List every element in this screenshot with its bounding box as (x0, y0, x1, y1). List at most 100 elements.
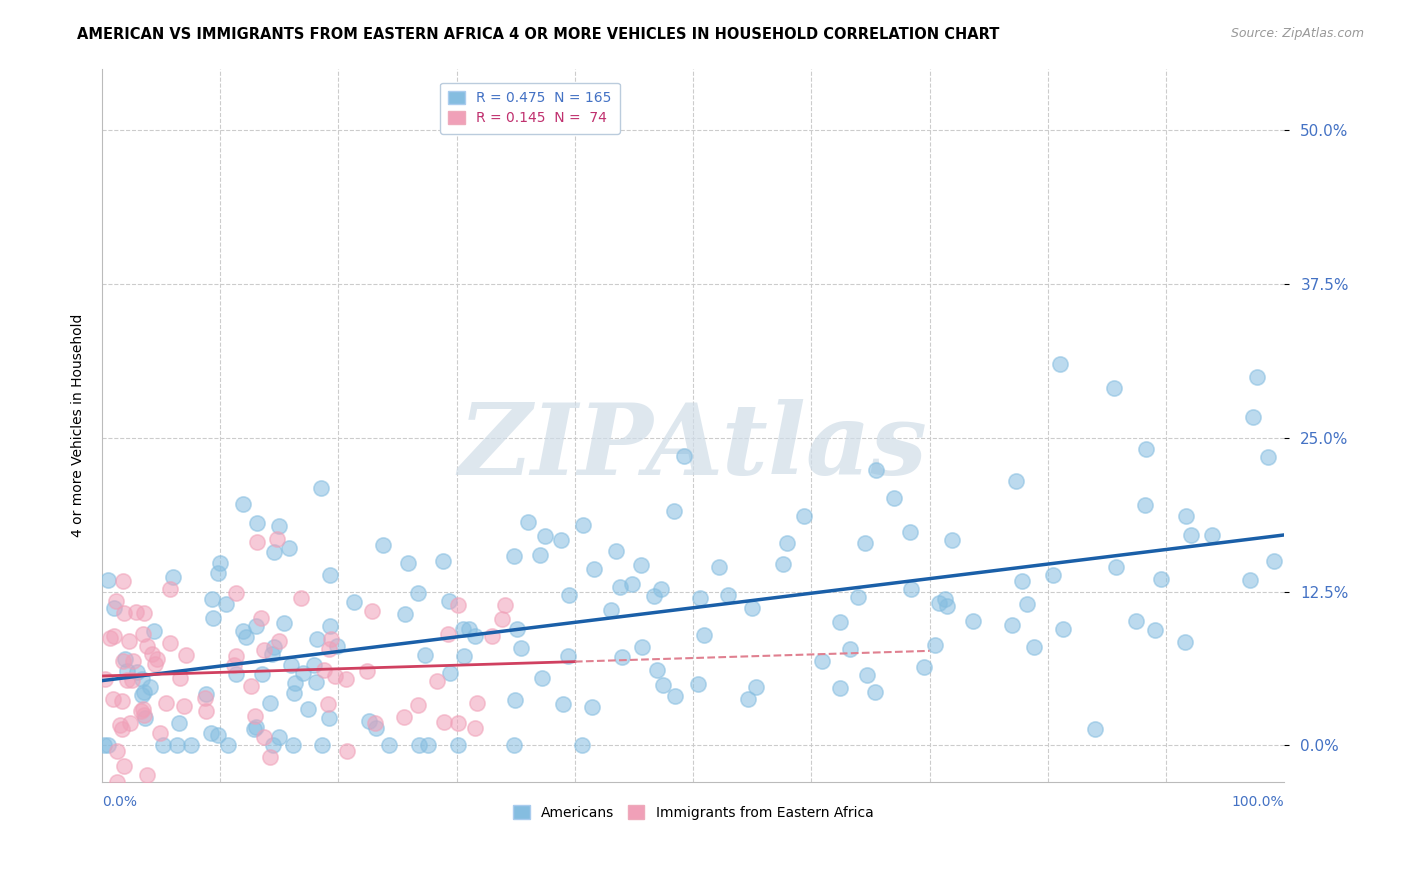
Point (371, 538, 394, 552)
Point (506, 622, 529, 636)
Point (174, 648, 197, 663)
Point (180, 739, 202, 753)
Point (122, 654, 145, 668)
Point (245, 619, 267, 633)
Point (737, 691, 759, 706)
Point (439, 666, 461, 681)
Point (1144, 623, 1167, 637)
Point (167, 716, 190, 731)
Point (572, 518, 595, 533)
Point (465, 696, 488, 710)
Point (464, 721, 486, 735)
Point (284, 675, 307, 690)
Point (392, 710, 415, 724)
Point (246, 516, 269, 530)
Point (631, 640, 654, 654)
Point (155, 696, 177, 710)
Point (776, 535, 799, 549)
Point (446, 598, 468, 612)
Point (115, 665, 138, 679)
Point (1049, 357, 1071, 371)
Point (290, 591, 312, 606)
Point (111, 693, 134, 707)
Point (307, 632, 329, 646)
Point (1042, 567, 1064, 582)
Point (408, 586, 430, 600)
Point (97, 574, 120, 588)
Point (692, 628, 714, 642)
Point (664, 689, 686, 703)
Point (207, 566, 229, 580)
Point (112, 758, 135, 772)
Point (259, 750, 281, 764)
Point (650, 582, 672, 597)
Point (583, 562, 606, 576)
Point (260, 647, 283, 661)
Point (111, 654, 134, 668)
Point (215, 597, 238, 611)
Point (934, 591, 956, 606)
Point (516, 515, 538, 529)
Point (118, 633, 141, 648)
Point (131, 688, 153, 702)
Point (222, 658, 245, 673)
Point (1201, 528, 1223, 542)
Legend: Americans, Immigrants from Eastern Africa: Americans, Immigrants from Eastern Afric… (508, 800, 879, 825)
Point (652, 678, 675, 692)
Point (1133, 498, 1156, 512)
Point (1135, 442, 1157, 457)
Point (326, 640, 349, 654)
Point (533, 529, 555, 543)
Point (1004, 474, 1026, 488)
Point (277, 541, 299, 555)
Point (1246, 369, 1268, 384)
Point (865, 463, 887, 477)
Point (1011, 574, 1033, 589)
Point (830, 615, 852, 629)
Point (432, 553, 454, 567)
Point (302, 658, 325, 673)
Point (141, 648, 163, 662)
Point (503, 692, 526, 706)
Point (1105, 560, 1128, 574)
Point (217, 739, 239, 753)
Point (529, 548, 551, 562)
Point (194, 690, 217, 705)
Point (672, 449, 695, 463)
Point (105, 594, 128, 608)
Point (246, 535, 269, 549)
Point (688, 677, 710, 691)
Point (364, 716, 387, 731)
Point (134, 711, 156, 725)
Point (855, 535, 877, 549)
Point (645, 664, 668, 678)
Point (259, 697, 281, 711)
Point (335, 673, 357, 687)
Point (250, 611, 273, 625)
Point (135, 639, 157, 653)
Point (662, 503, 685, 517)
Point (494, 598, 516, 612)
Point (609, 581, 631, 595)
Point (707, 560, 730, 574)
Point (558, 588, 581, 602)
Point (266, 532, 288, 546)
Point (145, 652, 167, 666)
Point (451, 622, 474, 636)
Point (898, 525, 921, 540)
Point (139, 680, 162, 694)
Point (319, 568, 342, 582)
Point (1175, 509, 1198, 524)
Point (839, 642, 862, 657)
Point (557, 648, 579, 663)
Text: 100.0%: 100.0% (1232, 795, 1284, 809)
Point (142, 624, 165, 638)
Point (267, 634, 290, 648)
Point (312, 663, 335, 677)
Point (225, 649, 247, 664)
Point (304, 675, 326, 690)
Point (553, 697, 575, 711)
Text: 0.0%: 0.0% (101, 795, 136, 809)
Point (250, 667, 273, 681)
Point (131, 672, 153, 686)
